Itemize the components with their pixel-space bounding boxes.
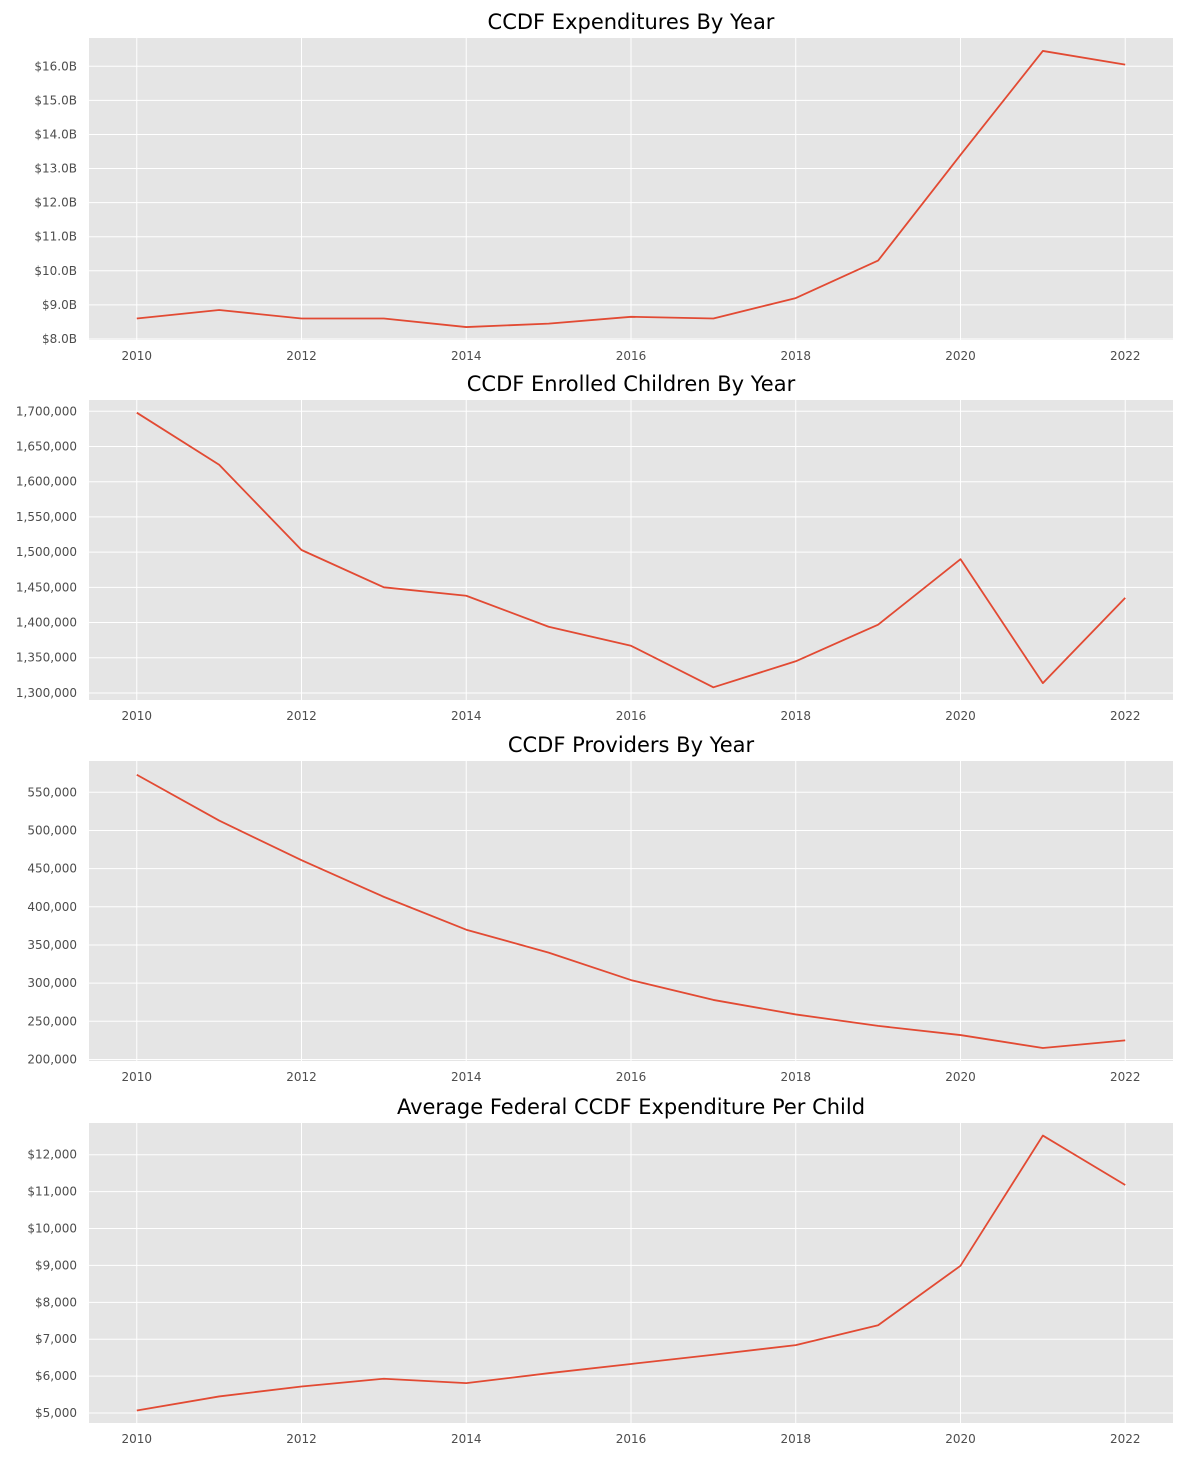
chart-title: Average Federal CCDF Expenditure Per Chi… — [397, 1095, 865, 1119]
y-tick-label: 1,300,000 — [16, 686, 77, 700]
y-tick-label: $12,000 — [27, 1148, 77, 1162]
y-tick-label: 1,500,000 — [16, 545, 77, 559]
x-tick-label: 2012 — [286, 1070, 317, 1084]
x-tick-label: 2022 — [1110, 1432, 1141, 1446]
chart-panel-2: 2010 2012 2014 2016 2018 2020 2022 1,300,000 1,3… — [16, 372, 1173, 723]
x-tick-label: 2014 — [451, 1432, 482, 1446]
x-tick-label: 2012 — [286, 709, 317, 723]
y-tick-label: 250,000 — [27, 1014, 77, 1028]
y-tick-label: $10.0B — [34, 264, 77, 278]
x-tick-label: 2014 — [451, 709, 482, 723]
y-tick-label: $9,000 — [35, 1258, 77, 1272]
y-tick-label: $11,000 — [27, 1185, 77, 1199]
x-tick-label: 2016 — [616, 709, 647, 723]
x-tick-label: 2020 — [945, 709, 976, 723]
y-tick-label: $13.0B — [34, 162, 77, 176]
x-tick-label: 2014 — [451, 1070, 482, 1084]
chart-panel-3: 2010 2012 2014 2016 2018 2020 2022 200,000 250,0… — [27, 733, 1173, 1084]
y-tick-label: 300,000 — [27, 976, 77, 990]
y-tick-label: $9.0B — [42, 298, 77, 312]
x-tick-label: 2022 — [1110, 709, 1141, 723]
x-tick-label: 2018 — [780, 1432, 811, 1446]
x-tick-label: 2010 — [122, 1432, 153, 1446]
x-tick-label: 2020 — [945, 1432, 976, 1446]
y-tick-label: 1,600,000 — [16, 475, 77, 489]
x-tick-label: 2010 — [122, 1070, 153, 1084]
x-tick-label: 2020 — [945, 349, 976, 363]
y-tick-label: $11.0B — [34, 230, 77, 244]
y-tick-label: $10,000 — [27, 1222, 77, 1236]
x-tick-label: 2018 — [780, 1070, 811, 1084]
y-tick-label: 550,000 — [27, 785, 77, 799]
x-tick-label: 2012 — [286, 349, 317, 363]
y-tick-label: 1,350,000 — [16, 651, 77, 665]
y-tick-label: 400,000 — [27, 900, 77, 914]
y-tick-label: $5,000 — [35, 1406, 77, 1420]
chart-title: CCDF Enrolled Children By Year — [467, 372, 796, 396]
chart-title: CCDF Expenditures By Year — [488, 10, 775, 34]
y-tick-label: 350,000 — [27, 938, 77, 952]
y-tick-label: 450,000 — [27, 862, 77, 876]
x-tick-label: 2014 — [451, 349, 482, 363]
x-tick-label: 2018 — [780, 349, 811, 363]
chart-panel-4: 2010 2012 2014 2016 2018 2020 2022 $5,000 $6,000… — [27, 1095, 1173, 1446]
y-tick-label: $14.0B — [34, 127, 77, 141]
x-tick-label: 2016 — [616, 1070, 647, 1084]
x-tick-label: 2022 — [1110, 349, 1141, 363]
x-tick-label: 2012 — [286, 1432, 317, 1446]
y-tick-label: 500,000 — [27, 823, 77, 837]
x-tick-label: 2020 — [945, 1070, 976, 1084]
y-tick-label: $8.0B — [42, 332, 77, 346]
chart-panel-1: 2010 2012 2014 2016 2018 2020 2022 $8.0B $9.0B $1… — [34, 10, 1173, 363]
y-tick-label: 1,700,000 — [16, 404, 77, 418]
y-tick-label: 1,650,000 — [16, 439, 77, 453]
y-tick-label: 200,000 — [27, 1052, 77, 1066]
y-tick-label: 1,400,000 — [16, 616, 77, 630]
x-tick-label: 2016 — [616, 349, 647, 363]
chart-title: CCDF Providers By Year — [508, 733, 755, 757]
y-tick-label: $8,000 — [35, 1295, 77, 1309]
y-tick-label: $12.0B — [34, 196, 77, 210]
x-tick-label: 2022 — [1110, 1070, 1141, 1084]
y-tick-label: $15.0B — [34, 93, 77, 107]
y-tick-label: $16.0B — [34, 59, 77, 73]
x-tick-label: 2010 — [122, 349, 153, 363]
x-tick-label: 2018 — [780, 709, 811, 723]
x-tick-label: 2010 — [122, 709, 153, 723]
y-tick-label: $7,000 — [35, 1332, 77, 1346]
y-tick-label: 1,550,000 — [16, 510, 77, 524]
x-tick-label: 2016 — [616, 1432, 647, 1446]
y-tick-label: 1,450,000 — [16, 580, 77, 594]
y-tick-label: $6,000 — [35, 1369, 77, 1383]
